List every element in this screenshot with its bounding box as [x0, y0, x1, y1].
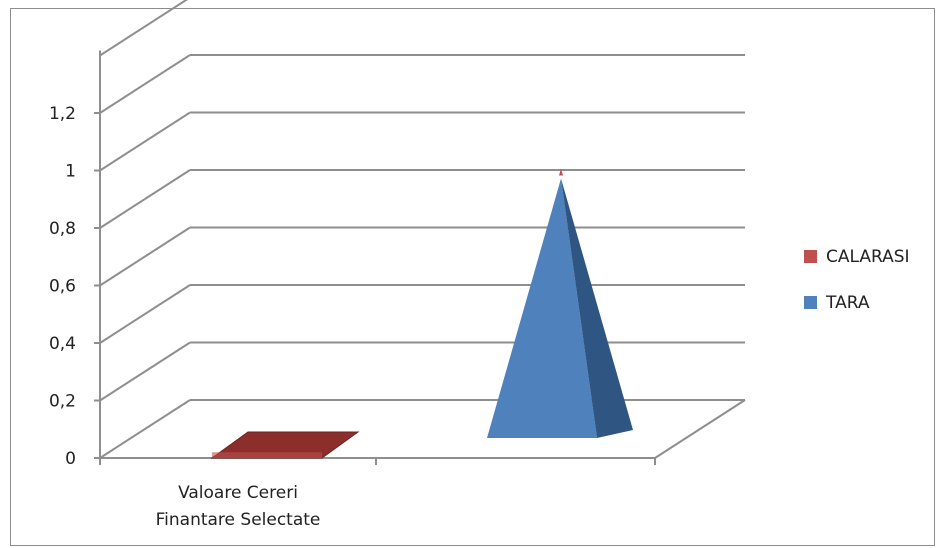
- legend-swatch-calarasi: [804, 250, 817, 263]
- legend-label-tara: TARA: [825, 293, 870, 313]
- y-tick-labels: 0 0,2 0,4 0,6 0,8 1 1,2: [49, 104, 76, 469]
- bar-tara-front-face: [487, 178, 597, 438]
- floor-right-edge: [654, 399, 746, 459]
- bar-tara-tip: [559, 168, 563, 176]
- gridline-side-6: [99, 54, 191, 114]
- gridline-side-0: [99, 399, 191, 459]
- gridline-side-2: [99, 284, 191, 344]
- legend: CALARASI TARA: [804, 247, 910, 313]
- chart-frame: [10, 8, 935, 546]
- gridline-side-3: [99, 226, 191, 287]
- gridline-side-1: [99, 341, 191, 402]
- bar-tara-side-face: [561, 178, 633, 438]
- gridline-side-4: [99, 169, 191, 229]
- y-tick-label-4: 0,8: [49, 219, 76, 239]
- y-tick-label-6: 1,2: [49, 104, 76, 124]
- gridline-side-5: [99, 111, 191, 172]
- y-tick-label-0: 0: [65, 449, 76, 469]
- y-tick-label-5: 1: [65, 162, 76, 182]
- axes: [94, 50, 746, 465]
- legend-swatch-tara: [804, 296, 817, 309]
- category-labels: Valoare Cereri Finantare Selectate: [156, 483, 321, 530]
- gridline-side-7: [99, 0, 188, 57]
- bar-calarasi-edge: [212, 452, 322, 458]
- legend-label-calarasi: CALARASI: [826, 247, 910, 267]
- y-tick-label-2: 0,4: [49, 334, 76, 354]
- y-tick-label-1: 0,2: [49, 392, 76, 412]
- gridlines: [99, 0, 745, 459]
- y-tick-label-3: 0,6: [49, 277, 76, 297]
- category-label-line-0: Valoare Cereri: [178, 483, 298, 503]
- category-label-line-1: Finantare Selectate: [156, 510, 321, 530]
- data-marks: [210, 168, 633, 459]
